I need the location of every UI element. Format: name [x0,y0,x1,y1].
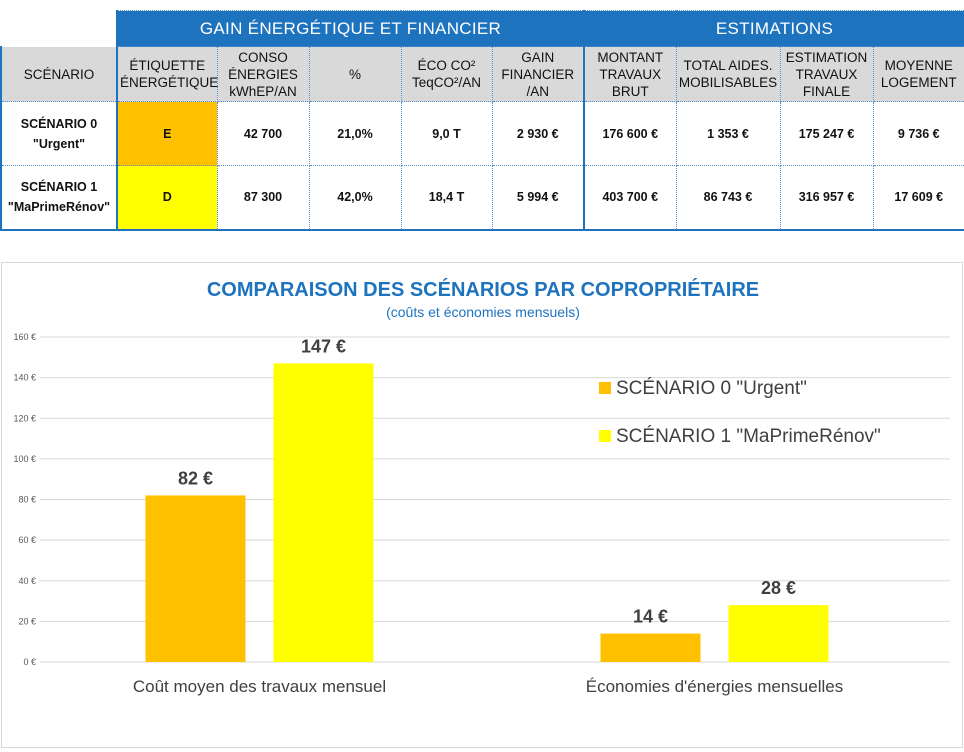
y-tick-label: 160 € [13,332,36,342]
conso-cell: 87 300 [216,165,310,231]
estimation-cell: 316 957 € [779,165,874,231]
data-label: 14 € [633,607,668,627]
header-moyenne: MOYENNE LOGEMENT [872,46,964,102]
data-label: 147 € [301,336,346,356]
header-scenario: SCÉNARIO [0,46,118,102]
table-header-row: SCÉNARIO ÉTIQUETTE ÉNERGÉTIQUE CONSO ÉNE… [0,46,964,102]
montant-cell: 176 600 € [583,101,677,166]
y-axis: 0 € 20 € 40 € 60 € 80 € 100 € 120 € 140 € 160 € [13,332,36,667]
chart-subtitle: (coûts et économies mensuels) [386,304,580,320]
legend-label: SCÉNARIO 1 "MaPrimeRénov" [616,426,881,447]
moyenne-cell: 17 609 € [872,165,964,231]
data-label: 82 € [178,468,213,488]
x-axis: Coût moyen des travaux mensuel Économies … [133,677,843,696]
row-scenario-cell: SCÉNARIO 0 "Urgent" [0,101,118,166]
aides-cell: 86 743 € [675,165,781,231]
aides-cell: 1 353 € [675,101,781,166]
pct-cell: 42,0% [308,165,402,231]
bar [273,363,374,662]
energy-label-cell: E [116,101,218,166]
y-tick-label: 20 € [18,616,36,626]
header-etiquette: ÉTIQUETTE ÉNERGÉTIQUE [116,46,218,102]
y-tick-label: 0 € [23,657,36,667]
category-label: Coût moyen des travaux mensuel [133,677,386,696]
band-gain: GAIN ÉNERGÉTIQUE ET FINANCIER [116,10,585,47]
legend: SCÉNARIO 0 "Urgent" SCÉNARIO 1 "MaPrimeRé… [599,378,881,447]
bars: 82 € 147 € 14 € 28 € [145,336,829,662]
header-gain-financier: GAIN FINANCIER /AN [491,46,585,102]
scenario-name: SCÉNARIO 1 [20,180,98,195]
gain-financier-cell: 2 930 € [491,101,585,166]
estimation-cell: 175 247 € [779,101,874,166]
header-montant: MONTANT TRAVAUX BRUT [583,46,677,102]
bar [728,605,829,662]
eco-co2-cell: 18,4 T [400,165,493,231]
y-tick-label: 60 € [18,535,36,545]
scenario-subtitle: "Urgent" [32,136,86,151]
legend-label: SCÉNARIO 0 "Urgent" [616,378,807,399]
row-scenario-cell: SCÉNARIO 1 "MaPrimeRénov" [0,165,118,231]
header-estimation: ESTIMATION TRAVAUX FINALE [779,46,874,102]
table-band-row: GAIN ÉNERGÉTIQUE ET FINANCIER ESTIMATION… [0,10,964,47]
montant-cell: 403 700 € [583,165,677,231]
pct-cell: 21,0% [308,101,402,166]
chart-panel: COMPARAISON DES SCÉNARIOS PAR COPROPRIÉT… [1,262,963,748]
legend-swatch [599,430,611,442]
table-row: SCÉNARIO 0 "Urgent" E 42 700 21,0% 9,0 T… [0,101,964,166]
y-tick-label: 100 € [13,454,36,464]
bar [600,633,701,662]
bar [145,495,246,662]
header-pct: % [308,46,402,102]
bar-chart: COMPARAISON DES SCÉNARIOS PAR COPROPRIÉT… [13,278,950,696]
chart-title: COMPARAISON DES SCÉNARIOS PAR COPROPRIÉT… [207,278,759,301]
scenario-subtitle: "MaPrimeRénov" [7,200,111,215]
energy-label-cell: D [116,165,218,231]
category-label: Économies d'énergies mensuelles [586,677,843,696]
y-tick-label: 140 € [13,373,36,383]
y-tick-label: 80 € [18,495,36,505]
header-eco-co2: ÉCO CO² TeqCO²/AN [400,46,493,102]
header-aides: TOTAL AIDES. MOBILISABLES [675,46,781,102]
conso-cell: 42 700 [216,101,310,166]
y-tick-label: 120 € [13,413,36,423]
moyenne-cell: 9 736 € [872,101,964,166]
scenario-name: SCÉNARIO 0 [20,116,98,131]
y-tick-label: 40 € [18,576,36,586]
table-row: SCÉNARIO 1 "MaPrimeRénov" D 87 300 42,0%… [0,165,964,231]
legend-swatch [599,382,611,394]
gain-financier-cell: 5 994 € [491,165,585,231]
header-conso: CONSO ÉNERGIES kWhEP/AN [216,46,310,102]
scenario-summary-table: GAIN ÉNERGÉTIQUE ET FINANCIER ESTIMATION… [0,10,964,231]
band-estimations: ESTIMATIONS [582,10,964,47]
data-label: 28 € [761,578,796,598]
eco-co2-cell: 9,0 T [400,101,493,166]
table-corner [0,10,118,47]
